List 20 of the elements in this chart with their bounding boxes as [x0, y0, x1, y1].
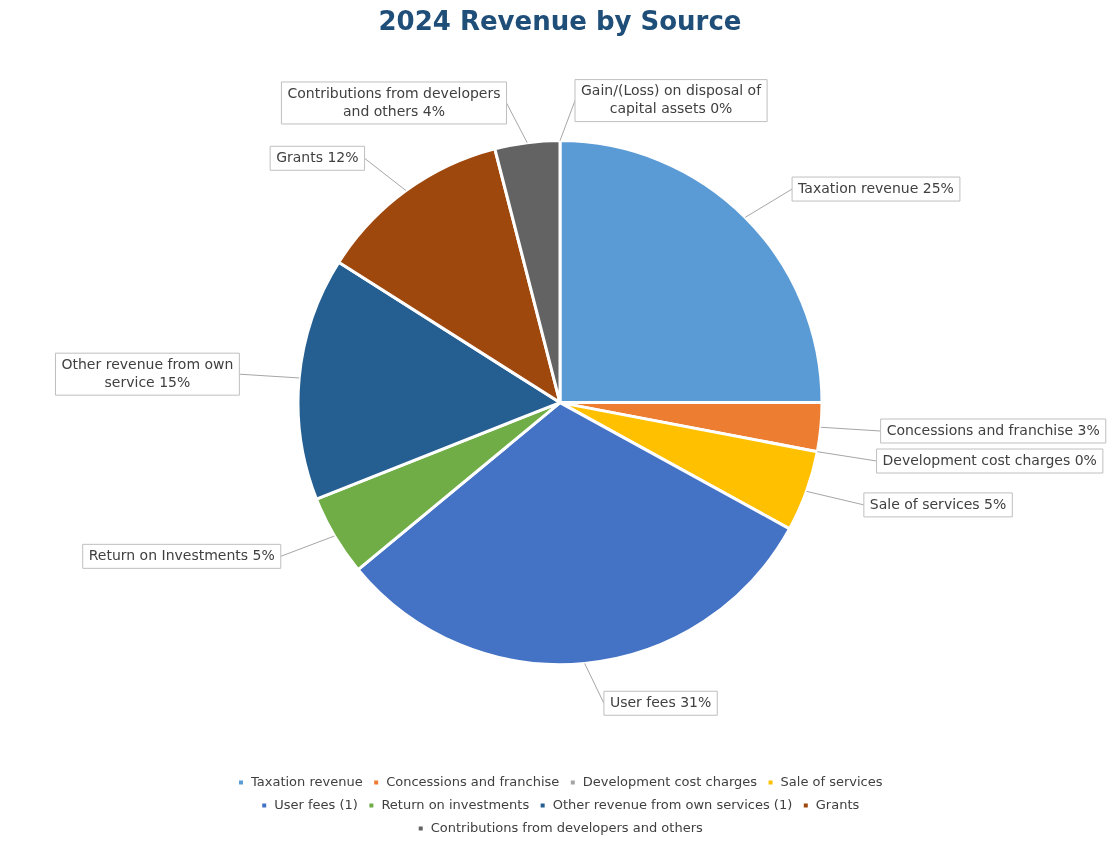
text: Development cost charges 0% — [882, 451, 1097, 468]
legend-label: Taxation revenue — [249, 773, 363, 789]
data-label: Taxation revenue 25% — [797, 179, 954, 196]
legend-label: Return on investments — [381, 796, 530, 812]
legend-label: Development cost charges — [582, 773, 758, 789]
chart-title: 2024 Revenue by Source — [378, 6, 742, 37]
data-label: Concessions and franchise 3% — [886, 421, 1100, 438]
legend-label: Contributions from developers and others — [430, 819, 703, 835]
data-label: Sale of services 5% — [869, 495, 1007, 512]
legend-label: Concessions and franchise — [386, 773, 560, 789]
legend-label: Grants — [815, 796, 860, 812]
data-label: Contributions from developers and others 4% — [287, 84, 501, 119]
data-label: User fees 31% — [609, 693, 712, 710]
data-label: Return on Investments 5% — [88, 546, 275, 563]
legend-label: Other revenue from own services (1) — [552, 796, 793, 812]
legend-label: Sale of services — [780, 773, 883, 789]
data-label: Grants 12% — [276, 148, 359, 165]
legend-label: User fees (1) — [274, 796, 358, 812]
text: Gain/(Loss) on disposal of capital assets 0% — [581, 82, 762, 117]
data-label: Other revenue from own service 15% — [61, 355, 234, 390]
